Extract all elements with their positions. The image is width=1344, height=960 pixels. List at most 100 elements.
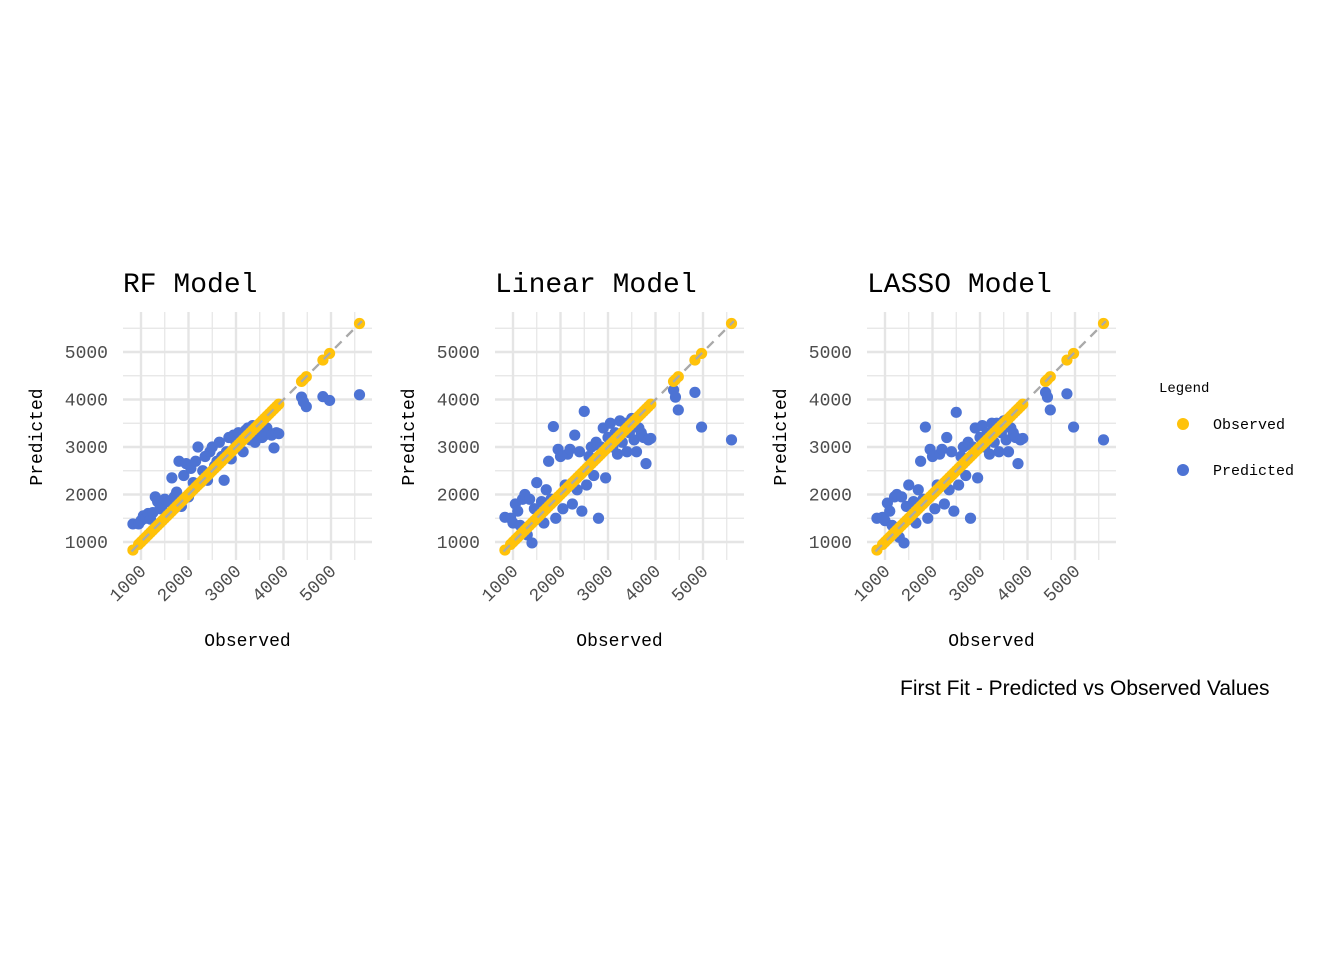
y-tick-label: 4000 [809,392,852,412]
legend-label-observed: Observed [1213,417,1285,434]
predicted-point [547,420,559,433]
reference-line-overlay [502,320,735,553]
x-tick-label: 3000 [574,562,619,607]
x-tick-label: 5000 [669,562,714,607]
predicted-point [645,432,657,445]
predicted-point [213,436,225,448]
predicted-point [972,472,984,484]
y-tick-label: 1000 [65,534,108,554]
predicted-point [630,446,643,458]
predicted-point [915,455,927,467]
predicted-point [576,505,588,517]
predicted-point [941,431,953,444]
predicted-point [581,479,593,491]
predicted-point [672,404,684,416]
x-tick-label: 2000 [526,562,571,607]
predicted-point [898,537,910,549]
figure-caption: First Fit - Predicted vs Observed Values [900,677,1270,700]
predicted-point [725,434,738,446]
predicted-point [922,512,934,524]
predicted-point [1041,391,1054,403]
x-tick-label: 5000 [1041,562,1086,607]
predicted-point [1012,458,1024,470]
legend-title: Legend [1159,381,1209,397]
predicted-point [689,386,701,398]
y-tick-label: 1000 [437,534,480,554]
predicted-point [884,505,896,517]
predicted-point [1044,404,1056,416]
predicted-point [268,442,280,454]
predicted-point [592,512,605,524]
y-axis-title: Predicted [772,388,792,485]
predicted-point [669,391,682,403]
panel-title: RF Model [123,270,257,301]
predicted-point [569,429,581,441]
predicted-point [531,477,543,489]
y-tick-label: 1000 [809,534,852,554]
predicted-point [543,455,555,467]
predicted-point [950,406,962,418]
legend-key-observed [1177,418,1189,430]
predicted-point [903,479,915,491]
y-tick-label: 5000 [437,344,480,364]
predicted-point [936,443,948,455]
predicted-point [604,417,616,429]
predicted-point [526,537,538,549]
y-tick-label: 4000 [65,392,108,412]
y-axis-title: Predicted [28,388,48,485]
reference-line-overlay [874,320,1107,553]
x-axis-title: Observed [576,632,662,652]
predicted-point [1097,434,1110,446]
predicted-point [353,389,366,401]
predicted-point [190,455,202,467]
predicted-point [929,503,941,515]
predicted-point [628,434,640,446]
predicted-point [983,448,996,460]
y-tick-label: 3000 [65,439,108,459]
predicted-point [953,479,965,491]
predicted-point [578,405,590,417]
predicted-point [1061,388,1073,400]
predicted-point [640,458,652,470]
predicted-point [948,505,960,517]
predicted-point [300,401,312,413]
predicted-point [1002,446,1015,458]
predicted-point [695,421,708,433]
predicted-point [273,428,285,440]
predicted-point [611,448,624,460]
panel-title: Linear Model [495,270,697,301]
predicted-point [524,493,536,505]
x-tick-label: 4000 [993,562,1038,607]
predicted-point [1000,434,1012,446]
y-tick-label: 2000 [65,487,108,507]
predicted-point [993,446,1005,458]
predicted-point [192,441,204,453]
predicted-point [600,472,612,484]
y-tick-label: 2000 [809,487,852,507]
y-tick-label: 5000 [809,344,852,364]
x-tick-label: 1000 [479,562,524,607]
predicted-point [540,484,552,496]
predicted-point [960,469,972,482]
y-tick-label: 3000 [437,439,480,459]
y-tick-label: 2000 [437,487,480,507]
predicted-point [588,469,600,482]
predicted-point [512,505,524,517]
reference-line-overlay [130,320,363,553]
x-tick-label: 5000 [297,562,342,607]
predicted-point [938,498,950,510]
x-tick-label: 3000 [202,562,247,607]
predicted-point [912,484,924,496]
x-tick-label: 3000 [946,562,991,607]
y-tick-label: 4000 [437,392,480,412]
predicted-point [166,472,178,484]
y-tick-label: 5000 [65,344,108,364]
legend-key-predicted [1177,464,1189,476]
y-axis-title: Predicted [400,388,420,485]
predicted-point [564,443,576,455]
x-tick-label: 4000 [621,562,666,607]
